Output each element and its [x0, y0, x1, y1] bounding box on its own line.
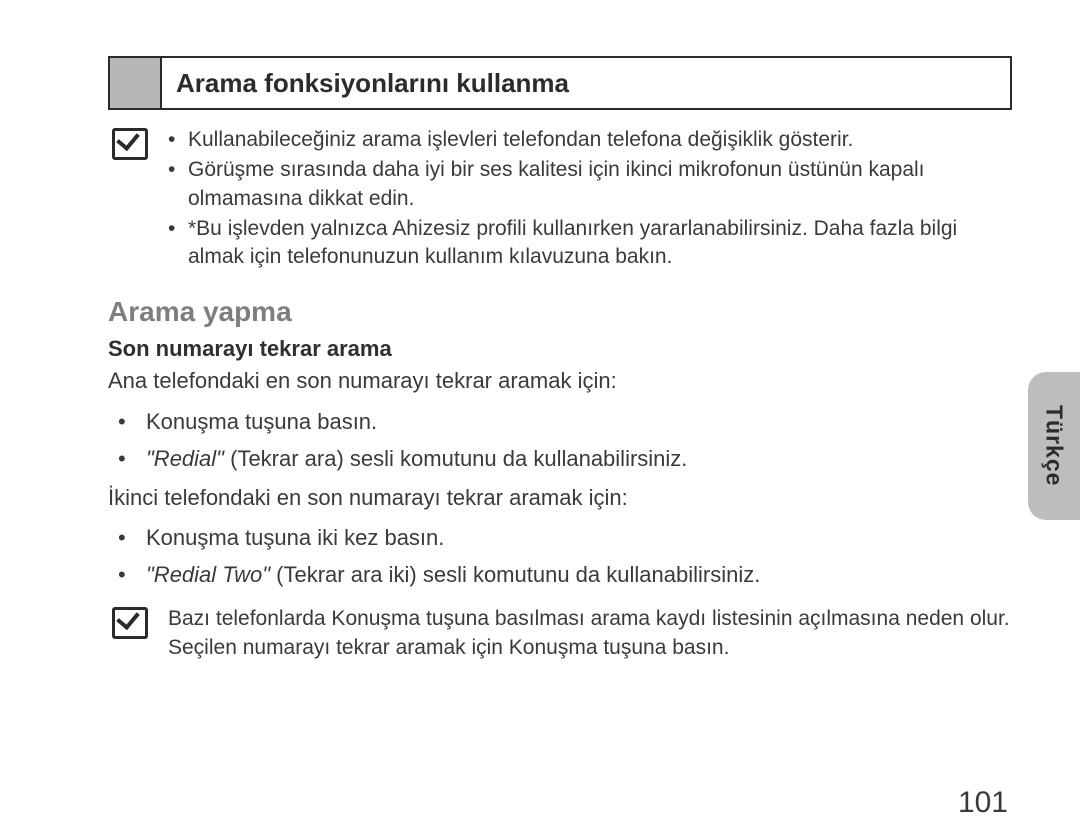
note-text: Görüşme sırasında daha iyi bir ses kalit…	[188, 156, 1012, 213]
bullet-icon: •	[108, 558, 146, 591]
note-block-1: • Kullanabileceğiniz arama işlevleri tel…	[108, 126, 1012, 274]
section-heading-title: Arama fonksiyonlarını kullanma	[162, 58, 1010, 108]
italic-text: "Redial"	[146, 446, 224, 471]
checkbox-icon	[112, 128, 148, 160]
note-item: Bazı telefonlarda Konuşma tuşuna basılma…	[168, 605, 1012, 662]
heading-grey-block	[110, 58, 162, 108]
bullet-icon: •	[168, 215, 188, 272]
list-item: • "Redial Two" (Tekrar ara iki) sesli ko…	[108, 558, 1012, 591]
paragraph: Ana telefondaki en son numarayı tekrar a…	[108, 366, 1012, 397]
note-text: Kullanabileceğiniz arama işlevleri telef…	[188, 126, 1012, 154]
body-list-1: • Konuşma tuşuna basın. • "Redial" (Tekr…	[108, 405, 1012, 475]
bullet-icon: •	[168, 126, 188, 154]
note-item: • *Bu işlevden yalnızca Ahizesiz profili…	[168, 215, 1012, 272]
page: Arama fonksiyonlarını kullanma • Kullana…	[0, 0, 1080, 840]
note-text: *Bu işlevden yalnızca Ahizesiz profili k…	[188, 215, 1012, 272]
bullet-icon: •	[108, 442, 146, 475]
bullet-icon: •	[108, 521, 146, 554]
note-icon-wrap	[108, 126, 168, 274]
subheading: Arama yapma	[108, 296, 1012, 328]
body-list-2: • Konuşma tuşuna iki kez basın. • "Redia…	[108, 521, 1012, 591]
subsubheading: Son numarayı tekrar arama	[108, 336, 1012, 362]
list-item: • Konuşma tuşuna basın.	[108, 405, 1012, 438]
page-number: 101	[958, 786, 1008, 820]
plain-text: (Tekrar ara iki) sesli komutunu da kulla…	[270, 562, 760, 587]
list-item: • "Redial" (Tekrar ara) sesli komutunu d…	[108, 442, 1012, 475]
checkbox-icon	[112, 607, 148, 639]
list-text: Konuşma tuşuna basın.	[146, 405, 1012, 438]
list-item: • Konuşma tuşuna iki kez basın.	[108, 521, 1012, 554]
note-text: Bazı telefonlarda Konuşma tuşuna basılma…	[168, 605, 1012, 662]
note-item: • Kullanabileceğiniz arama işlevleri tel…	[168, 126, 1012, 154]
bullet-icon: •	[108, 405, 146, 438]
section-heading-banner: Arama fonksiyonlarını kullanma	[108, 56, 1012, 110]
paragraph: İkinci telefondaki en son numarayı tekra…	[108, 483, 1012, 514]
plain-text: (Tekrar ara) sesli komutunu da kullanabi…	[224, 446, 687, 471]
italic-text: "Redial Two"	[146, 562, 270, 587]
list-text: "Redial" (Tekrar ara) sesli komutunu da …	[146, 442, 1012, 475]
note-list-1: • Kullanabileceğiniz arama işlevleri tel…	[168, 126, 1012, 274]
note-item: • Görüşme sırasında daha iyi bir ses kal…	[168, 156, 1012, 213]
note-icon-wrap	[108, 605, 168, 664]
note-block-2: Bazı telefonlarda Konuşma tuşuna basılma…	[108, 605, 1012, 664]
list-text: Konuşma tuşuna iki kez basın.	[146, 521, 1012, 554]
language-tab: Türkçe	[1028, 372, 1080, 520]
bullet-icon: •	[168, 156, 188, 213]
note-list-2: Bazı telefonlarda Konuşma tuşuna basılma…	[168, 605, 1012, 664]
language-tab-label: Türkçe	[1041, 405, 1068, 486]
list-text: "Redial Two" (Tekrar ara iki) sesli komu…	[146, 558, 1012, 591]
